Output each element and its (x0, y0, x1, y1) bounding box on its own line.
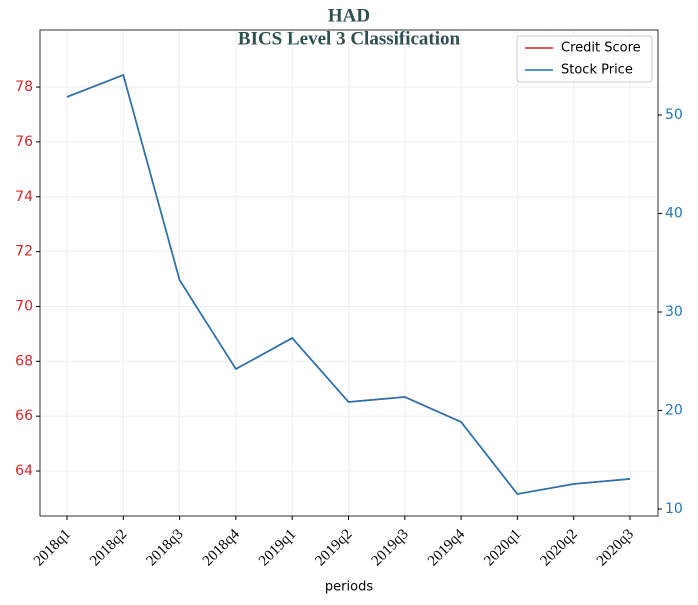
x-tick-label: 2018q3 (143, 526, 186, 569)
x-tick-label: 2020q3 (594, 526, 637, 569)
x-tick-label: 2018q1 (31, 526, 74, 569)
y-tick-label: 74 (15, 189, 33, 205)
x-axis-label: periods (325, 580, 373, 595)
y2-tick-label: 20 (665, 403, 683, 419)
x-tick-label: 2019q4 (425, 526, 468, 569)
plot-frame (39, 29, 659, 517)
legend-label: Stock Price (561, 63, 633, 78)
y-tick-label: 64 (15, 463, 33, 479)
y2-tick-label: 40 (665, 206, 683, 222)
legend-label: Credit Score (561, 41, 641, 56)
y-tick-label: 70 (15, 298, 33, 314)
chart-title: HAD (328, 5, 370, 26)
x-tick-label: 2020q2 (538, 526, 581, 569)
y2-tick-label: 10 (665, 501, 683, 517)
y2-tick-label: 30 (665, 304, 683, 320)
line-series (66, 73, 631, 495)
chart-subtitle: BICS Level 3 Classification (238, 28, 461, 49)
y-tick-label: 76 (15, 134, 33, 150)
x-tick-label: 2020q1 (481, 526, 524, 569)
x-tick-label: 2019q3 (369, 526, 412, 569)
x-tick-label: 2019q1 (256, 526, 299, 569)
y-tick-label: 68 (15, 353, 33, 369)
x-tick-label: 2019q2 (312, 526, 355, 569)
y-tick-label: 78 (15, 79, 33, 95)
x-tick-label: 2018q4 (200, 526, 243, 569)
y-tick-label: 72 (15, 244, 33, 260)
y-tick-label: 66 (15, 408, 33, 424)
x-tick-label: 2018q2 (87, 526, 130, 569)
y2-tick-label: 50 (665, 107, 683, 123)
